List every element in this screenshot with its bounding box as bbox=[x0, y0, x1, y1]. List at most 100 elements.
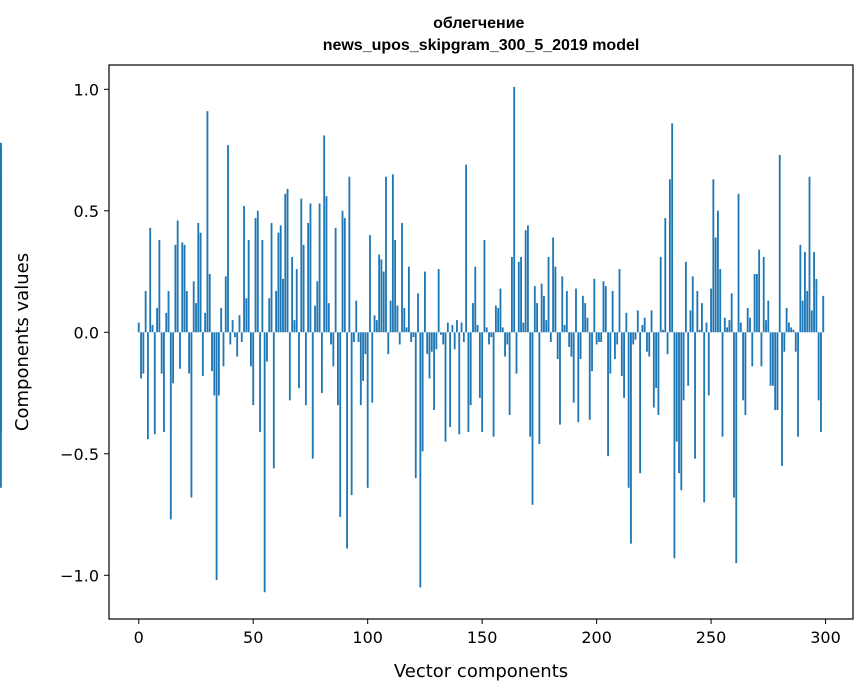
bar bbox=[407, 266, 410, 333]
bar bbox=[460, 322, 463, 333]
bar bbox=[215, 332, 218, 581]
bar bbox=[492, 332, 495, 437]
bar bbox=[355, 300, 358, 333]
bar bbox=[760, 332, 763, 367]
bar bbox=[808, 176, 811, 333]
bar bbox=[156, 307, 158, 333]
bar bbox=[364, 332, 367, 355]
bar bbox=[0, 332, 2, 369]
bar bbox=[804, 252, 806, 333]
bar bbox=[371, 332, 374, 403]
chart-title-line-2: news_upos_skipgram_300_5_2019 model bbox=[323, 37, 640, 54]
bar bbox=[433, 332, 435, 411]
bar bbox=[247, 239, 250, 333]
bar bbox=[696, 290, 699, 333]
bar bbox=[0, 305, 2, 333]
bar bbox=[513, 86, 516, 333]
y-tick-label: 0.5 bbox=[74, 202, 99, 221]
bar bbox=[678, 332, 680, 474]
bar bbox=[419, 332, 422, 588]
bar bbox=[428, 332, 431, 379]
bar bbox=[405, 327, 408, 333]
bar bbox=[710, 288, 712, 333]
bar bbox=[147, 332, 149, 440]
bar bbox=[648, 332, 651, 357]
bar bbox=[334, 227, 337, 333]
bar bbox=[183, 244, 186, 333]
bar bbox=[719, 269, 722, 333]
bar bbox=[295, 269, 298, 333]
bar bbox=[398, 332, 401, 345]
bar bbox=[746, 307, 749, 333]
bar bbox=[817, 332, 820, 401]
bar bbox=[543, 295, 545, 333]
plot-frame bbox=[108, 64, 854, 620]
bar bbox=[366, 332, 369, 488]
bar bbox=[506, 332, 509, 345]
bar bbox=[561, 276, 564, 333]
bar bbox=[790, 327, 793, 333]
bar bbox=[332, 332, 335, 367]
bar bbox=[810, 310, 813, 333]
bar bbox=[758, 249, 761, 333]
bar bbox=[437, 269, 440, 333]
bar bbox=[233, 332, 236, 338]
y-tick-label: −1.0 bbox=[60, 566, 99, 585]
bar bbox=[151, 324, 154, 333]
bar bbox=[549, 332, 552, 342]
bar bbox=[733, 332, 735, 498]
bar bbox=[453, 332, 456, 350]
bar bbox=[382, 271, 385, 333]
bar bbox=[680, 332, 683, 491]
bar bbox=[655, 332, 658, 389]
bar bbox=[744, 332, 747, 415]
x-axis-label: Vector components bbox=[394, 661, 568, 682]
bar bbox=[245, 298, 248, 333]
chart-title-line-1: облегчение bbox=[433, 15, 524, 32]
bar bbox=[192, 281, 195, 333]
bar bbox=[565, 290, 568, 333]
bar bbox=[547, 256, 550, 333]
bar bbox=[675, 332, 678, 442]
bar bbox=[501, 327, 504, 333]
bar bbox=[664, 218, 667, 333]
x-tick-label: 250 bbox=[696, 628, 727, 647]
bar bbox=[641, 324, 644, 333]
bar bbox=[227, 145, 229, 333]
bar bbox=[762, 256, 765, 333]
bar bbox=[435, 332, 438, 350]
bar bbox=[588, 332, 591, 420]
bar bbox=[643, 317, 646, 333]
bar bbox=[401, 222, 403, 333]
bar bbox=[185, 290, 188, 333]
bar bbox=[730, 293, 733, 333]
bar bbox=[570, 332, 573, 357]
bar bbox=[224, 276, 227, 333]
bar bbox=[755, 273, 758, 333]
bar bbox=[188, 332, 191, 374]
bar bbox=[195, 303, 197, 333]
bar bbox=[620, 332, 623, 377]
y-tick-label: 0.0 bbox=[74, 323, 99, 342]
bar bbox=[723, 317, 726, 333]
bar bbox=[304, 332, 307, 406]
bar bbox=[231, 320, 234, 333]
bar bbox=[362, 332, 365, 381]
bar bbox=[465, 164, 468, 333]
bar bbox=[167, 290, 170, 333]
bar bbox=[330, 332, 332, 345]
bar bbox=[659, 256, 662, 333]
bar bbox=[662, 329, 664, 333]
bar bbox=[190, 332, 193, 498]
bars-group bbox=[0, 86, 825, 593]
bar bbox=[220, 307, 223, 333]
bar bbox=[309, 203, 312, 333]
bar bbox=[627, 332, 630, 488]
bar bbox=[346, 332, 348, 549]
bar bbox=[520, 256, 522, 333]
bar bbox=[712, 179, 715, 333]
bar bbox=[403, 307, 406, 333]
bar bbox=[652, 332, 655, 408]
bar bbox=[703, 332, 706, 503]
